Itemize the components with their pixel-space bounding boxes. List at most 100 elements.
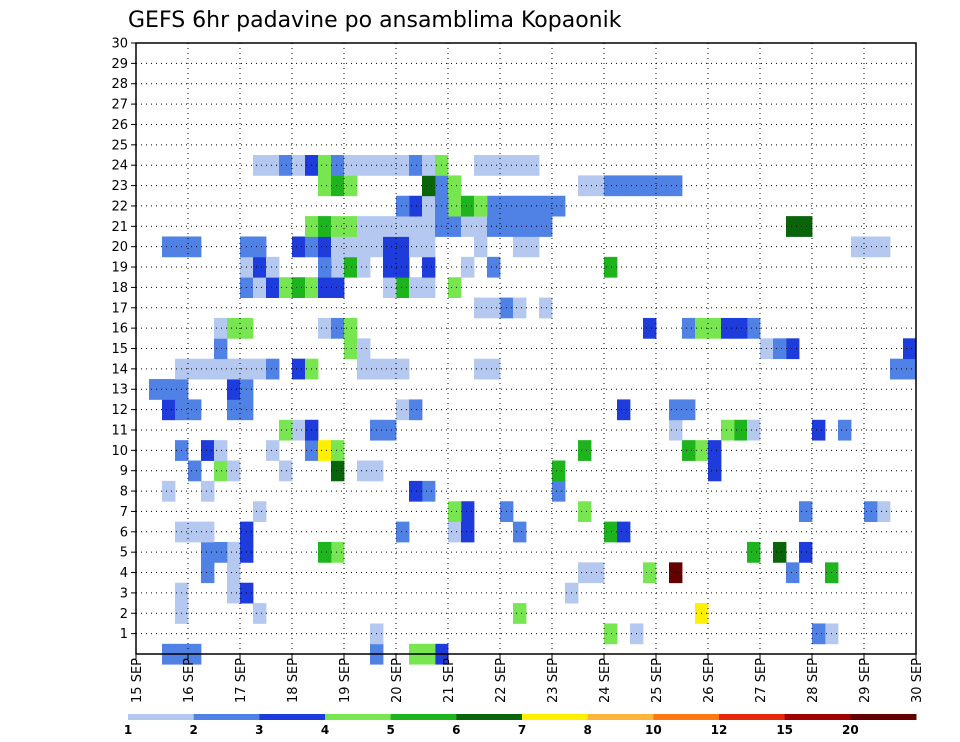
heatmap-cell xyxy=(721,317,735,339)
colorbar-segment xyxy=(456,714,523,720)
heatmap-cell xyxy=(227,460,241,482)
heatmap-cell xyxy=(214,338,228,360)
heatmap-cell xyxy=(318,317,332,339)
heatmap-cell xyxy=(461,521,475,543)
heatmap-cell xyxy=(331,317,345,339)
grid-lines xyxy=(136,43,916,654)
y-tick-label: 20 xyxy=(111,240,128,255)
heatmap-cell xyxy=(591,562,605,584)
heatmap-cell xyxy=(448,277,462,298)
heatmap-cell xyxy=(318,256,332,278)
y-tick-label: 4 xyxy=(120,566,128,581)
heatmap-cell xyxy=(331,216,345,237)
heatmap-cell xyxy=(331,277,345,298)
y-tick-label: 16 xyxy=(111,322,128,337)
heatmap-cell xyxy=(669,175,683,197)
x-tick-label: 23 SEP xyxy=(546,658,561,703)
heatmap-cell xyxy=(448,195,462,217)
heatmap-cell xyxy=(487,195,501,217)
heatmap-cell xyxy=(656,175,670,197)
heatmap-cell xyxy=(383,236,397,258)
y-tick-label: 15 xyxy=(111,342,128,357)
heatmap-cell xyxy=(188,399,202,421)
y-tick-label: 25 xyxy=(111,138,128,153)
heatmap-cell xyxy=(292,155,306,176)
heatmap-cell xyxy=(344,338,358,360)
heatmap-cell xyxy=(513,603,527,624)
heatmap-cell xyxy=(396,216,410,237)
y-tick-label: 29 xyxy=(111,57,128,72)
heatmap-cell xyxy=(422,175,436,197)
heatmap-cell xyxy=(383,358,397,380)
heatmap-cell xyxy=(292,419,306,441)
colorbar-tick-label: 20 xyxy=(842,723,859,737)
heatmap-cell xyxy=(331,155,345,176)
heatmap-cell xyxy=(357,216,371,237)
x-tick-label: 19 SEP xyxy=(338,658,353,703)
y-tick-label: 5 xyxy=(120,546,128,561)
heatmap-cell xyxy=(513,297,527,319)
y-tick-label: 9 xyxy=(120,464,128,479)
heatmap-cell xyxy=(344,317,358,339)
heatmap-cell xyxy=(162,399,176,421)
y-tick-label: 2 xyxy=(120,607,128,622)
heatmap-cell xyxy=(227,317,241,339)
heatmap-cell xyxy=(383,419,397,441)
x-tick-label: 26 SEP xyxy=(702,658,717,703)
heatmap-cell xyxy=(331,541,345,563)
heatmap-cell xyxy=(201,562,215,584)
heatmap-cell xyxy=(396,195,410,217)
heatmap-cell xyxy=(318,155,332,176)
heatmap-cell xyxy=(227,562,241,584)
colorbar-segment xyxy=(587,714,654,720)
heatmap-cell xyxy=(487,256,501,278)
colorbar-tick-label: 5 xyxy=(386,723,394,737)
x-tick-label: 15 SEP xyxy=(130,658,145,703)
y-tick-label: 24 xyxy=(111,159,128,174)
heatmap-cell xyxy=(461,501,475,523)
colorbar-tick-label: 4 xyxy=(321,723,329,737)
heatmap-cell xyxy=(318,175,332,197)
heatmap-cell xyxy=(409,155,423,176)
heatmap-cell xyxy=(799,216,813,237)
heatmap-cell xyxy=(864,236,878,258)
colorbar-segment xyxy=(390,714,457,720)
heatmap-cell xyxy=(253,256,267,278)
heatmap-cell xyxy=(422,277,436,298)
x-tick-label: 29 SEP xyxy=(858,658,873,703)
colorbar-segment xyxy=(850,714,917,720)
heatmap-cell xyxy=(318,236,332,258)
x-tick-label: 28 SEP xyxy=(806,658,821,703)
heatmap-cell xyxy=(227,358,241,380)
heatmap-cell xyxy=(396,399,410,421)
y-tick-label: 3 xyxy=(120,586,128,601)
y-tick-label: 30 xyxy=(111,37,128,52)
heatmap-cell xyxy=(292,236,306,258)
heatmap-cell xyxy=(448,216,462,237)
heatmap-cell xyxy=(708,460,722,482)
chart-title: GEFS 6hr padavine po ansamblima Kopaonik xyxy=(128,8,622,33)
heatmap-cell xyxy=(266,155,280,176)
heatmap-cell xyxy=(279,419,293,441)
heatmap-cell xyxy=(253,236,267,258)
heatmap-cell xyxy=(396,521,410,543)
y-tick-label: 8 xyxy=(120,485,128,500)
heatmap-cell xyxy=(279,460,293,482)
heatmap-cell xyxy=(422,216,436,237)
heatmap-cell xyxy=(487,297,501,319)
x-axis-ticks: 15 SEP 16 SEP 17 SEP 18 SEP 19 SEP 20 SEP 21 S… xyxy=(130,654,925,703)
heatmap-cell xyxy=(461,195,475,217)
heatmap-cell xyxy=(409,399,423,421)
colorbar-tick-label: 3 xyxy=(255,723,263,737)
heatmap-cell xyxy=(162,236,176,258)
heatmap-cell xyxy=(747,419,761,441)
heatmap-cell xyxy=(526,155,540,176)
colorbar-tick-label: 10 xyxy=(645,723,662,737)
heatmap-cell xyxy=(318,277,332,298)
heatmap-cell xyxy=(474,297,488,319)
heatmap-cell xyxy=(487,216,501,237)
colorbar-tick-label: 12 xyxy=(711,723,728,737)
heatmap-cell xyxy=(214,317,228,339)
heatmap-cell xyxy=(734,419,748,441)
